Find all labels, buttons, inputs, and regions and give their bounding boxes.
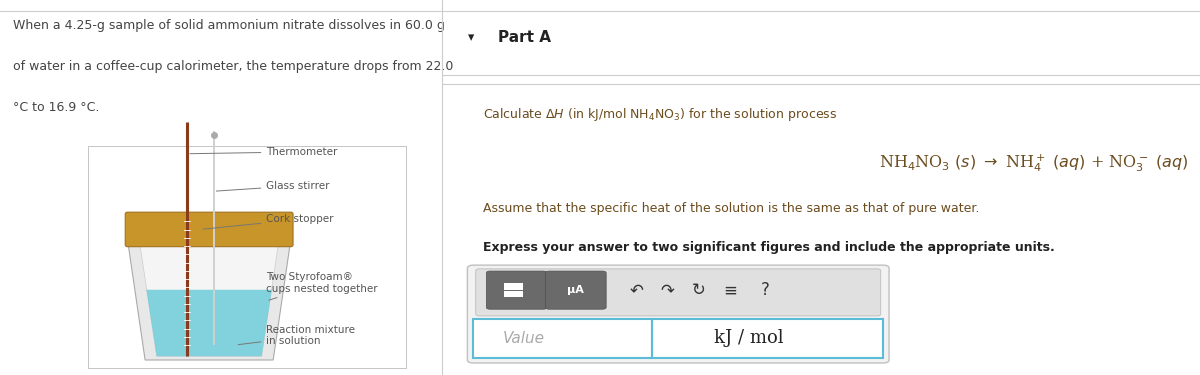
FancyBboxPatch shape bbox=[652, 319, 883, 358]
Text: Value: Value bbox=[503, 331, 545, 346]
Text: Assume that the specific heat of the solution is the same as that of pure water.: Assume that the specific heat of the sol… bbox=[484, 202, 979, 214]
FancyBboxPatch shape bbox=[467, 265, 889, 363]
Polygon shape bbox=[139, 243, 278, 356]
Text: ▾: ▾ bbox=[468, 31, 474, 44]
Text: ≡: ≡ bbox=[722, 281, 737, 299]
FancyBboxPatch shape bbox=[546, 271, 606, 309]
Text: ↶: ↶ bbox=[630, 281, 643, 299]
FancyBboxPatch shape bbox=[486, 271, 547, 309]
Text: When a 4.25-g sample of solid ammonium nitrate dissolves in 60.0 g: When a 4.25-g sample of solid ammonium n… bbox=[13, 19, 445, 32]
Text: kJ / mol: kJ / mol bbox=[714, 329, 784, 347]
Polygon shape bbox=[146, 290, 272, 356]
Text: NH$_4$NO$_3$ $(s)$ $\rightarrow$ NH$_4^+$ $(aq)$ + NO$_3^-$ $(aq)$: NH$_4$NO$_3$ $(s)$ $\rightarrow$ NH$_4^+… bbox=[880, 152, 1189, 174]
Text: Part A: Part A bbox=[498, 30, 552, 45]
FancyBboxPatch shape bbox=[474, 319, 652, 358]
Text: ↷: ↷ bbox=[660, 281, 673, 299]
FancyBboxPatch shape bbox=[89, 146, 407, 368]
Text: Two Styrofoam®
cups nested together: Two Styrofoam® cups nested together bbox=[266, 272, 378, 300]
Text: ↻: ↻ bbox=[691, 281, 706, 299]
Polygon shape bbox=[127, 239, 290, 360]
Text: Thermometer: Thermometer bbox=[190, 147, 337, 157]
FancyBboxPatch shape bbox=[512, 291, 523, 297]
Text: of water in a coffee-cup calorimeter, the temperature drops from 22.0: of water in a coffee-cup calorimeter, th… bbox=[13, 60, 454, 73]
FancyBboxPatch shape bbox=[504, 291, 514, 297]
Text: Cork stopper: Cork stopper bbox=[203, 214, 334, 229]
Text: Glass stirrer: Glass stirrer bbox=[216, 181, 330, 191]
Text: Express your answer to two significant figures and include the appropriate units: Express your answer to two significant f… bbox=[484, 241, 1055, 254]
Text: °C to 16.9 °C.: °C to 16.9 °C. bbox=[13, 101, 100, 114]
FancyBboxPatch shape bbox=[475, 269, 881, 316]
FancyBboxPatch shape bbox=[512, 283, 523, 290]
FancyBboxPatch shape bbox=[125, 212, 293, 247]
Text: μA: μA bbox=[568, 285, 584, 295]
Text: ?: ? bbox=[761, 281, 770, 299]
Text: Calculate $\Delta H$ (in kJ/mol NH$_4$NO$_3$) for the solution process: Calculate $\Delta H$ (in kJ/mol NH$_4$NO… bbox=[484, 106, 838, 123]
FancyBboxPatch shape bbox=[504, 283, 514, 290]
Text: Reaction mixture
in solution: Reaction mixture in solution bbox=[238, 325, 355, 346]
